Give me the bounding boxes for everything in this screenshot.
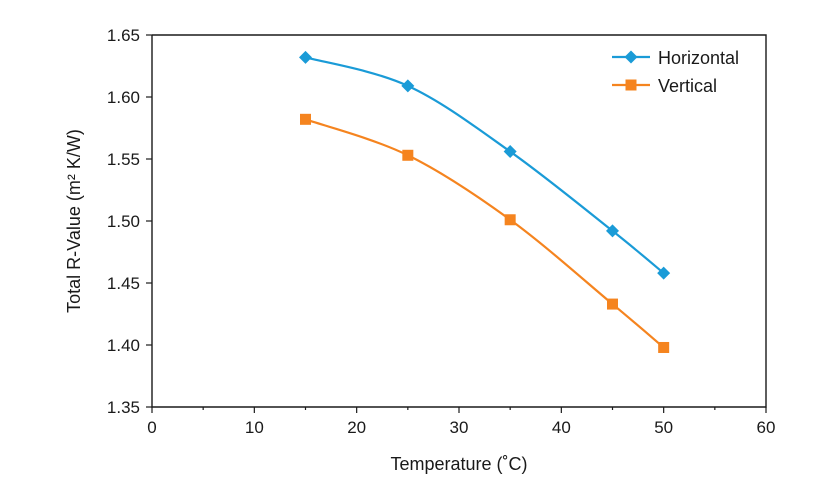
legend-marker	[624, 50, 638, 64]
y-axis: 1.35 1.40 1.45 1.50 1.55 1.60 1.65	[107, 26, 152, 417]
y-tick-label: 1.45	[107, 274, 140, 293]
x-tick-label: 60	[757, 418, 776, 437]
x-axis-title: Temperature (˚C)	[390, 454, 527, 474]
y-tick-label: 1.35	[107, 398, 140, 417]
y-tick-label: 1.50	[107, 212, 140, 231]
y-tick-label: 1.65	[107, 26, 140, 45]
data-point	[606, 224, 619, 238]
legend-label: Horizontal	[658, 48, 739, 68]
data-point	[401, 79, 415, 93]
y-axis-title: Total R-Value (m² K/W)	[64, 129, 84, 313]
y-tick-label: 1.40	[107, 336, 140, 355]
data-point	[402, 149, 414, 161]
series-layer	[299, 50, 671, 353]
x-axis: 0 10 20 30 40 50 60	[147, 407, 775, 437]
x-tick-label: 0	[147, 418, 156, 437]
x-tick-label: 40	[552, 418, 571, 437]
series-vertical	[300, 113, 670, 353]
y-tick-label: 1.55	[107, 150, 140, 169]
x-tick-label: 50	[654, 418, 673, 437]
x-tick-label: 10	[245, 418, 264, 437]
data-point	[607, 298, 618, 310]
x-tick-label: 30	[450, 418, 469, 437]
legend-item-vertical: Vertical	[612, 76, 717, 96]
data-point	[299, 50, 312, 64]
legend-item-horizontal: Horizontal	[612, 48, 739, 68]
x-tick-label: 20	[347, 418, 366, 437]
legend: Horizontal Vertical	[612, 48, 739, 96]
data-point	[657, 266, 671, 280]
legend-marker	[625, 79, 637, 91]
data-point	[503, 145, 517, 159]
legend-label: Vertical	[658, 76, 717, 96]
y-tick-label: 1.60	[107, 88, 140, 107]
data-point	[658, 341, 670, 353]
series-line	[305, 56, 665, 274]
data-point	[504, 214, 516, 226]
data-point	[300, 113, 311, 125]
series-horizontal	[299, 50, 671, 280]
